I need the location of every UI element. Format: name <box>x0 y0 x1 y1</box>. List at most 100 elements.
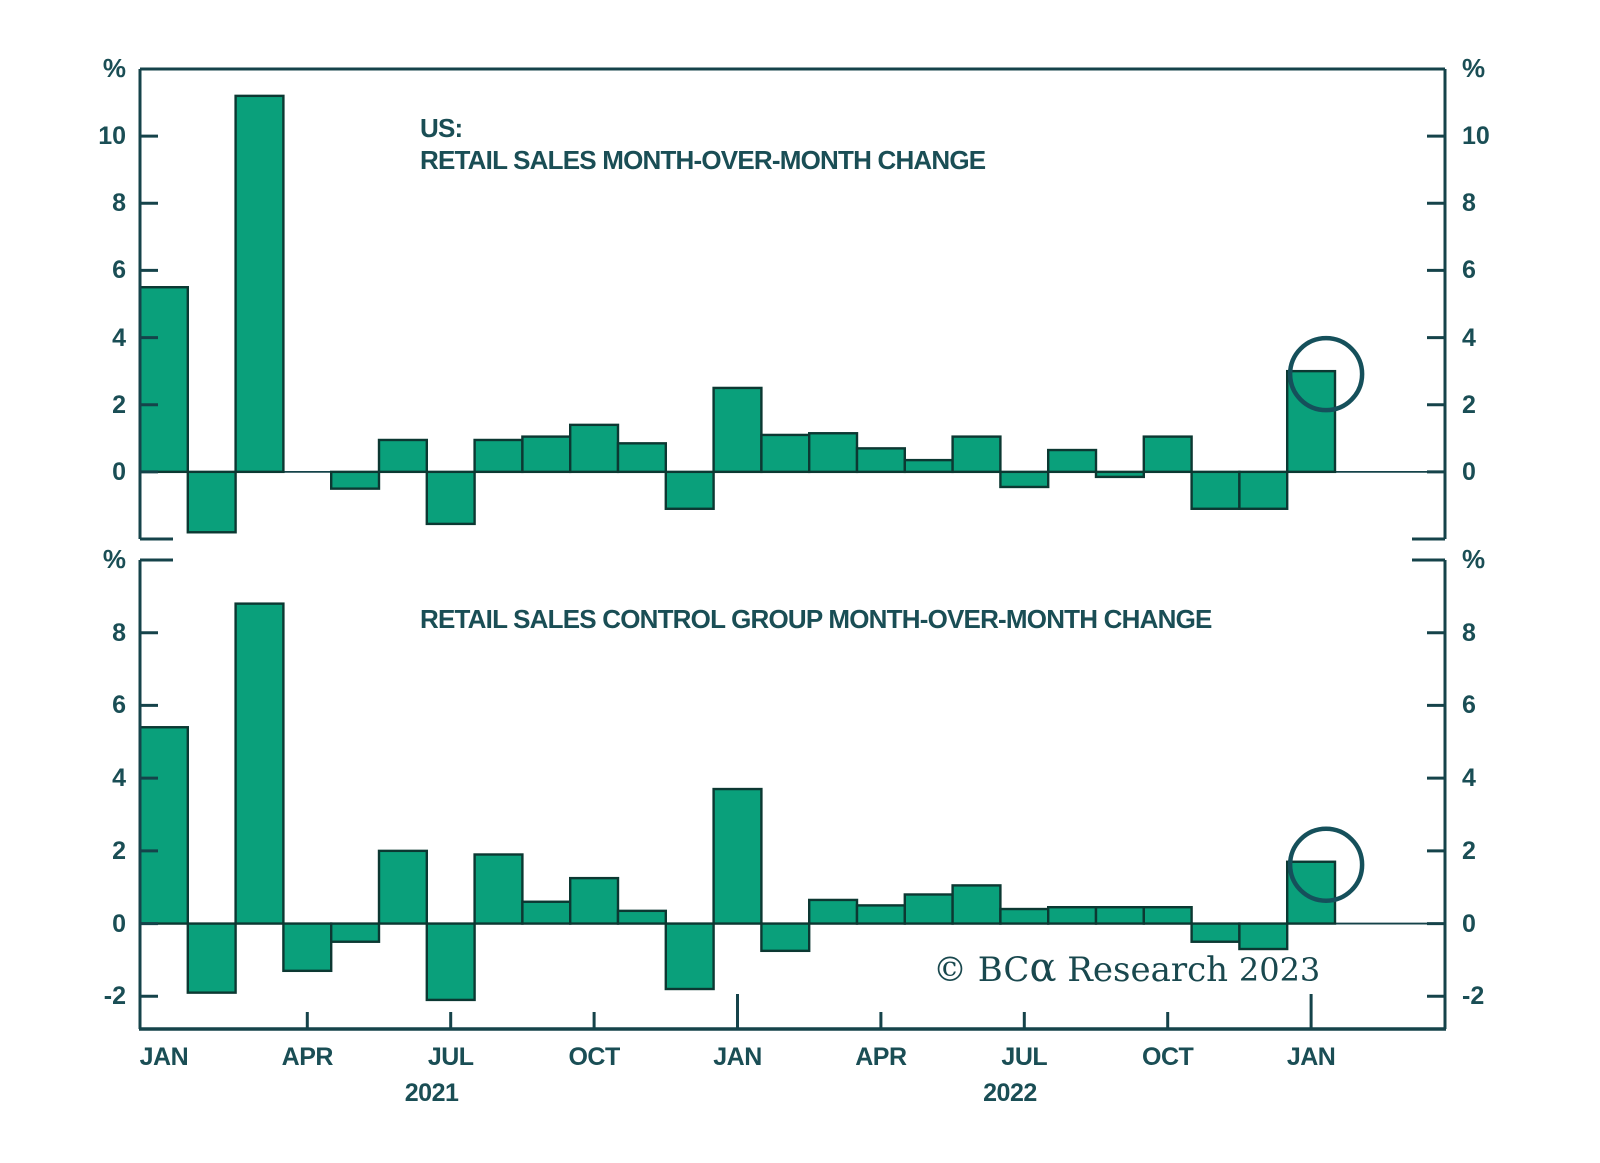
bar-jul-2022 <box>999 470 1050 489</box>
y-axis-label-right: 6 <box>1462 691 1476 720</box>
bar-oct-2022 <box>1142 906 1193 925</box>
copyright-prefix: © BC <box>933 950 1030 990</box>
top-panel-title-text: RETAIL SALES MONTH-OVER-MONTH CHANGE <box>420 145 986 175</box>
bar-aug-2022 <box>1046 448 1098 474</box>
x-month-label: APR <box>855 1043 907 1071</box>
y-axis-label-left: 0 <box>112 909 126 938</box>
top-panel-title: US: RETAIL SALES MONTH-OVER-MONTH CHANGE <box>420 112 986 176</box>
percent-unit-label-right: % <box>1462 544 1486 574</box>
bar-jun-2022 <box>951 884 1002 925</box>
annotation-circle <box>1287 826 1365 904</box>
bar-may-2021 <box>330 922 381 943</box>
bar-may-2021 <box>330 470 381 490</box>
bar-feb-2022 <box>760 433 811 474</box>
y-axis-label-right: 0 <box>1462 909 1476 938</box>
y-axis-label-left: 4 <box>112 764 126 793</box>
bar-oct-2021 <box>569 423 620 474</box>
bar-jun-2022 <box>951 435 1002 474</box>
y-axis-label-right: 2 <box>1462 390 1476 419</box>
bar-jul-2021 <box>425 470 476 526</box>
bar-dec-2022 <box>1238 922 1289 951</box>
percent-unit-label-left: % <box>102 544 126 574</box>
percent-unit-label-left: % <box>102 53 126 83</box>
y-axis-label-right: 6 <box>1462 256 1476 285</box>
bottom-panel-title: RETAIL SALES CONTROL GROUP MONTH-OVER-MO… <box>420 603 1212 635</box>
bar-feb-2022 <box>760 922 811 953</box>
bar-jan-2022 <box>712 386 763 474</box>
bar-mar-2022 <box>808 898 859 925</box>
bar-oct-2021 <box>569 876 620 925</box>
copyright-notice: © BCα Research 2023 <box>933 945 1320 991</box>
bar-mar-2022 <box>808 432 859 474</box>
bar-jan-2021 <box>138 726 189 925</box>
bar-apr-2022 <box>855 447 906 474</box>
bar-nov-2021 <box>616 909 667 925</box>
x-month-label: OCT <box>1142 1043 1194 1071</box>
bar-nov-2021 <box>616 442 667 474</box>
bar-sep-2022 <box>1094 906 1145 925</box>
bar-mar-2021 <box>234 94 285 474</box>
copyright-year: 2023 <box>1238 951 1321 989</box>
y-axis-label-right: 8 <box>1462 618 1476 647</box>
annotation-circle <box>1287 335 1365 413</box>
y-axis-label-left: 0 <box>112 457 126 486</box>
x-month-label: JUL <box>1001 1043 1048 1071</box>
bar-jun-2021 <box>377 438 428 474</box>
y-axis-label-left: 4 <box>112 323 126 352</box>
percent-unit-label-right: % <box>1462 53 1486 83</box>
bar-sep-2021 <box>521 900 572 925</box>
x-month-label: OCT <box>568 1043 620 1071</box>
bar-apr-2022 <box>855 904 906 925</box>
x-month-label: JUL <box>427 1043 474 1071</box>
y-axis-label-left: -2 <box>103 982 126 1011</box>
bar-sep-2021 <box>521 435 572 474</box>
bar-jan-2021 <box>138 286 189 474</box>
bar-aug-2021 <box>473 438 524 474</box>
y-axis-label-right: 8 <box>1462 189 1476 218</box>
bar-dec-2022 <box>1238 470 1289 510</box>
x-month-label: JAN <box>1286 1043 1336 1071</box>
bca-alpha-glyph: α <box>1029 945 1057 991</box>
bar-dec-2021 <box>664 470 715 510</box>
x-month-label: APR <box>281 1043 334 1071</box>
x-year-label: 2021 <box>404 1079 459 1107</box>
copyright-suffix: Research <box>1056 950 1239 990</box>
y-axis-label-left: 2 <box>112 390 126 419</box>
y-axis-label-left: 2 <box>112 836 126 865</box>
bar-jul-2021 <box>425 922 476 1002</box>
x-month-label: JAN <box>139 1043 189 1071</box>
bottom-panel-title-text: RETAIL SALES CONTROL GROUP MONTH-OVER-MO… <box>420 604 1212 634</box>
bar-nov-2022 <box>1190 470 1241 510</box>
y-axis-label-left: 8 <box>112 618 126 647</box>
x-year-label: 2022 <box>983 1079 1037 1107</box>
y-axis-label-right: 4 <box>1462 323 1476 352</box>
x-month-label: JAN <box>713 1043 762 1071</box>
bar-dec-2021 <box>664 922 715 991</box>
y-axis-label-right: 4 <box>1462 764 1476 793</box>
bar-jul-2022 <box>999 907 1050 925</box>
y-axis-label-left: 6 <box>112 691 126 720</box>
bar-sep-2022 <box>1094 470 1145 479</box>
bar-may-2022 <box>903 893 954 925</box>
bar-feb-2021 <box>186 922 237 994</box>
y-axis-label-right: -2 <box>1462 982 1485 1011</box>
bar-aug-2022 <box>1046 906 1098 925</box>
bar-nov-2022 <box>1190 922 1241 943</box>
bar-may-2022 <box>903 458 954 474</box>
y-axis-label-right: 2 <box>1462 836 1476 865</box>
bar-jan-2022 <box>712 787 763 925</box>
bar-aug-2021 <box>473 853 524 925</box>
bar-jan-2023 <box>1285 860 1337 925</box>
y-axis-label-right: 10 <box>1462 122 1490 151</box>
bar-oct-2022 <box>1142 435 1193 474</box>
y-axis-label-left: 8 <box>112 189 126 218</box>
bar-apr-2021 <box>282 922 333 973</box>
y-axis-label-left: 6 <box>112 256 126 285</box>
bar-feb-2021 <box>186 470 237 534</box>
top-panel-title-country: US: <box>420 113 463 143</box>
bar-jun-2021 <box>377 849 428 925</box>
y-axis-label-right: 0 <box>1462 457 1476 486</box>
y-axis-label-left: 10 <box>98 122 126 151</box>
